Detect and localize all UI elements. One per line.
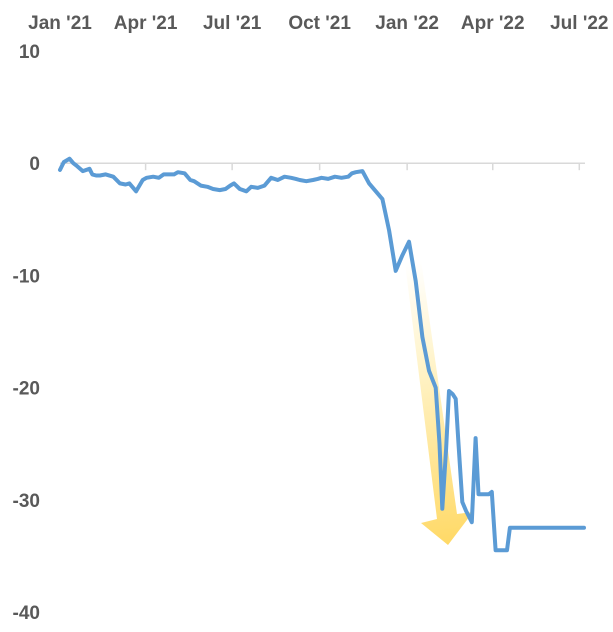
x-tick-label: Jan '22: [375, 13, 439, 34]
x-tick-label: Apr '21: [114, 13, 178, 34]
y-tick-label: -40: [13, 603, 40, 624]
x-tick-label: Jan '21: [28, 13, 92, 34]
x-axis: Jan '21 Apr '21 Jul '21 Oct '21 Jan '22 Apr '…: [28, 13, 608, 171]
y-tick-label: 10: [19, 42, 40, 63]
x-tick-label: Jul '22: [550, 13, 608, 34]
series-line: [58, 156, 586, 553]
series-layer: [58, 156, 586, 553]
y-axis: 10 0 -10 -20 -30 -40: [13, 42, 40, 624]
x-tick-label: Apr '22: [461, 13, 525, 34]
y-tick-label: -10: [13, 266, 40, 287]
y-tick-label: -30: [13, 491, 40, 512]
y-tick-label: -20: [13, 379, 40, 400]
x-tick-label: Oct '21: [288, 13, 351, 34]
y-tick-label: 0: [29, 154, 40, 175]
x-tick-label: Jul '21: [203, 13, 262, 34]
